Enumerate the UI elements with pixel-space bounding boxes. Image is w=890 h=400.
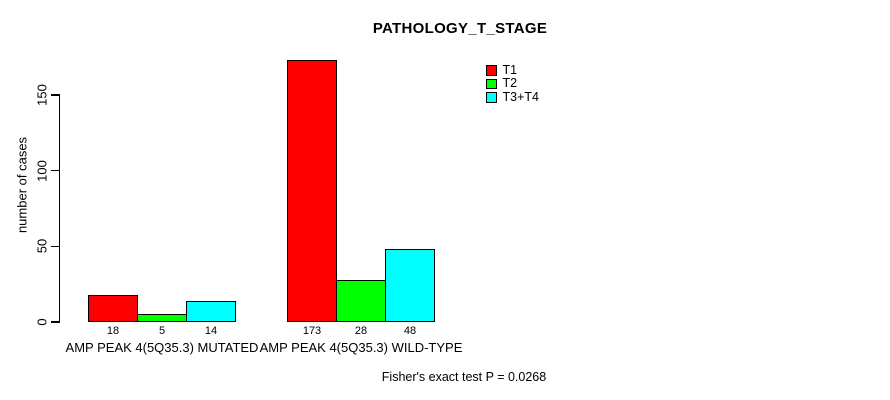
y-tick-label: 150 xyxy=(34,84,50,106)
y-tick-label: 50 xyxy=(34,239,50,254)
bar-value: 48 xyxy=(403,325,417,337)
legend-item: T1 xyxy=(486,63,539,77)
footnote: Fisher's exact test P = 0.0268 xyxy=(381,370,547,384)
bar-value: 14 xyxy=(204,325,218,337)
bar-t2 xyxy=(336,279,386,322)
y-axis-line xyxy=(58,95,60,322)
legend-label: T2 xyxy=(502,76,518,91)
bar-t1 xyxy=(287,60,337,322)
y-tick-label: 0 xyxy=(34,318,50,326)
legend-label: T1 xyxy=(502,63,518,77)
legend-label: T3+T4 xyxy=(502,89,539,104)
y-axis-label: number of cases xyxy=(14,136,30,234)
bar-value: 5 xyxy=(158,325,166,337)
legend: T1 T2 T3+T4 xyxy=(486,63,539,104)
bar-value: 18 xyxy=(106,325,120,337)
legend-swatch-t2 xyxy=(486,78,497,90)
y-axis-tick xyxy=(51,94,60,96)
bar-value: 28 xyxy=(354,325,368,337)
y-axis-tick xyxy=(51,169,60,172)
bar-t2 xyxy=(137,314,187,322)
y-axis-tick xyxy=(51,321,60,323)
bar-t1 xyxy=(88,294,138,322)
bar-t3+t4 xyxy=(186,300,236,322)
group-axis-label: AMP PEAK 4(5Q35.3) WILD-TYPE xyxy=(259,340,463,355)
legend-item: T3+T4 xyxy=(486,89,539,104)
y-axis-tick xyxy=(51,245,60,248)
legend-swatch-t3+t4 xyxy=(486,92,497,103)
bar-value: 173 xyxy=(302,325,322,337)
legend-item: T2 xyxy=(486,76,539,91)
legend-swatch-t1 xyxy=(486,65,497,76)
y-tick-label: 100 xyxy=(34,159,50,182)
bar-t3+t4 xyxy=(385,249,435,322)
group-axis-label: AMP PEAK 4(5Q35.3) MUTATED xyxy=(65,340,259,355)
chart-title: PATHOLOGY_T_STAGE xyxy=(372,20,548,37)
